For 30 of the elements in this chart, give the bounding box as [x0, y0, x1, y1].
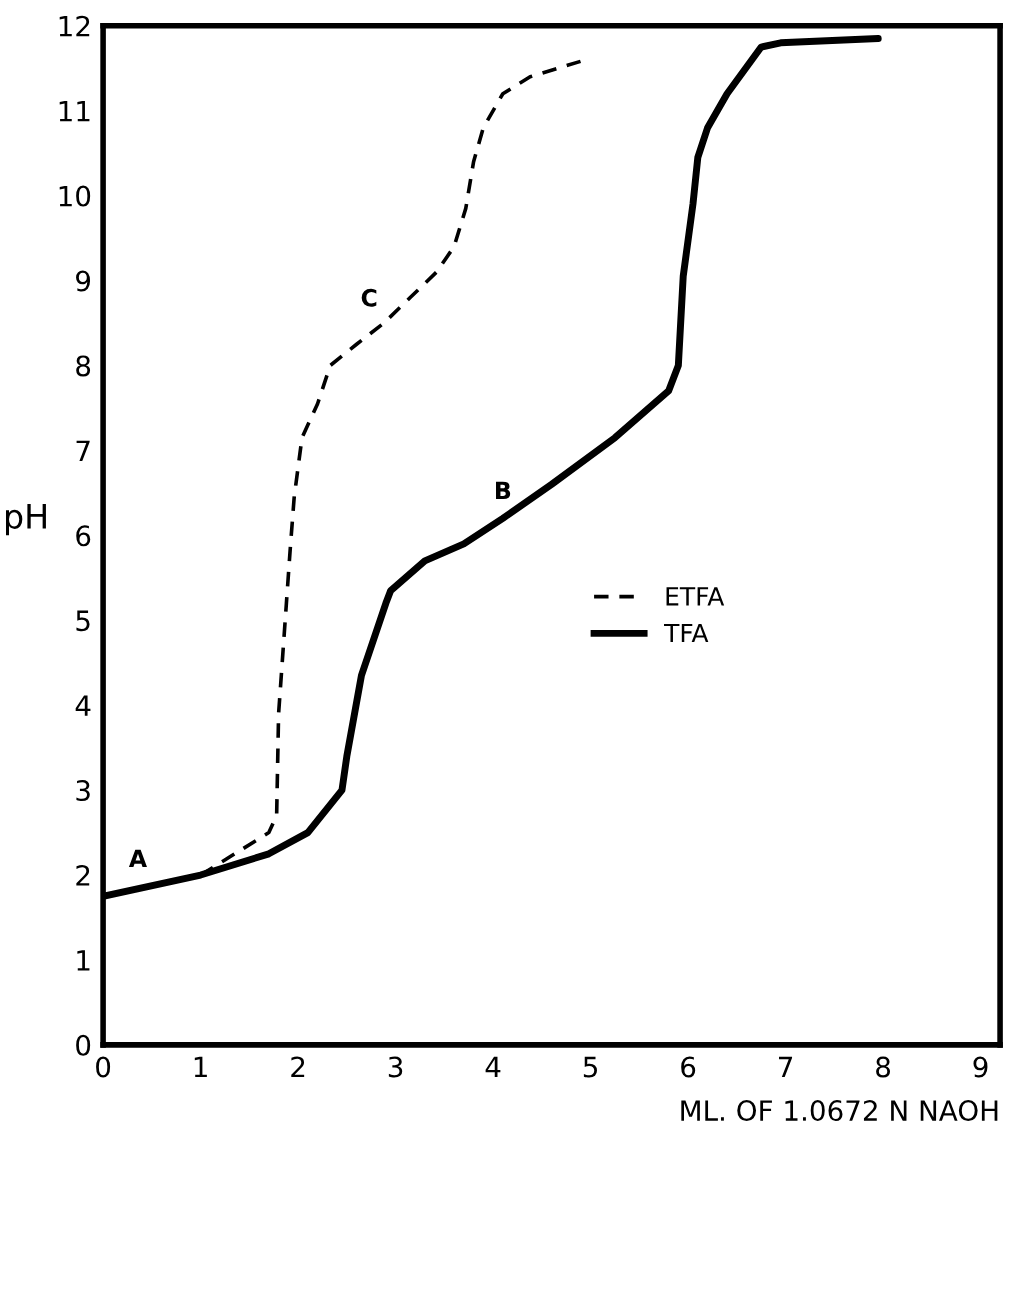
y-tick-label: 3 [76, 780, 90, 802]
annotation: A [128, 849, 147, 867]
x-tick-label: 9 [973, 1056, 988, 1078]
x-tick-label: 3 [388, 1056, 403, 1078]
x-tick-label: 4 [485, 1056, 501, 1078]
x-axis-title: ML. OF 1.0672 N NAOH [681, 1100, 998, 1122]
x-tick-label: 1 [194, 1056, 207, 1078]
x-tick-label: 8 [876, 1056, 891, 1078]
y-tick-label: 0 [76, 1034, 91, 1056]
legend-label: ETFA [666, 587, 725, 606]
y-tick-label: 10 [59, 185, 91, 207]
y-tick-label: 11 [59, 101, 90, 122]
legend-label: TFA [664, 623, 709, 643]
x-tick-label: 5 [583, 1056, 597, 1078]
y-tick-label: 5 [76, 610, 90, 632]
y-tick-label: 6 [76, 525, 91, 547]
x-tick-label: 6 [681, 1056, 696, 1078]
y-tick-label: 2 [76, 864, 90, 886]
y-tick-label: 1 [77, 950, 90, 971]
x-tick-label: 2 [291, 1056, 305, 1078]
y-tick-label: 9 [76, 270, 91, 292]
y-tick-label: 8 [76, 355, 91, 377]
x-tick-label: 0 [96, 1056, 111, 1078]
y-tick-label: 7 [76, 440, 90, 461]
y-axis-title: pH [6, 504, 46, 536]
y-tick-label: 4 [75, 695, 91, 716]
annotation: C [361, 288, 377, 307]
x-tick-label: 7 [779, 1056, 793, 1078]
annotation: B [496, 481, 511, 499]
y-tick-label: 12 [59, 15, 90, 37]
